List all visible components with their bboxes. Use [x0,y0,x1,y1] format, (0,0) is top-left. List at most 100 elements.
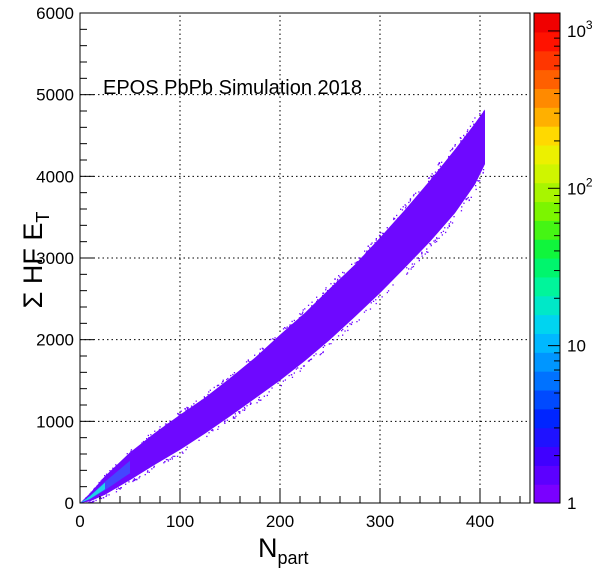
outlier-point [343,272,345,274]
colorbar-segment [534,144,560,165]
outlier-point [372,300,375,302]
outlier-point [263,395,265,397]
outlier-point [439,165,442,167]
outlier-point [378,296,380,298]
outlier-point [333,282,335,284]
outlier-point [303,365,305,367]
outlier-point [128,481,130,483]
y-tick-label: 6000 [36,4,74,23]
colorbar-segment [534,389,560,410]
outlier-point [330,283,332,285]
colorbar-segment [534,314,560,334]
outlier-point [448,225,451,227]
outlier-point [299,313,301,315]
y-tick-label: 1000 [36,412,74,431]
outlier-point [330,343,332,345]
outlier-point [147,470,149,472]
outlier-point [451,149,453,151]
outlier-point [358,257,360,259]
outlier-point [404,204,406,206]
outlier-point [475,188,477,191]
outlier-point [406,272,409,274]
outlier-point [295,368,297,370]
outlier-point [332,285,334,287]
outlier-point [276,338,278,340]
outlier-point [374,242,376,244]
outlier-point [117,487,120,489]
outlier-point [177,413,179,415]
outlier-point [179,413,181,415]
x-tick-label: 300 [366,512,394,531]
outlier-point [412,195,415,197]
outlier-point [453,216,455,218]
outlier-point [467,196,469,199]
outlier-point [433,240,435,242]
outlier-point [310,358,312,361]
outlier-point [163,462,165,464]
outlier-point [472,121,474,123]
outlier-point [355,261,358,263]
outlier-point [346,325,349,328]
outlier-point [108,494,110,496]
outlier-point [402,206,404,208]
outlier-point [482,172,484,174]
outlier-point [258,396,260,399]
outlier-point [243,409,246,411]
outlier-point [365,252,367,254]
outlier-point [370,243,372,245]
outlier-point [150,434,152,436]
colorbar-segment [534,484,560,504]
outlier-point [187,408,189,410]
outlier-point [154,430,156,432]
outlier-point [234,373,236,376]
outlier-point [477,180,480,182]
x-tick-label: 400 [466,512,494,531]
outlier-point [421,251,423,253]
outlier-point [460,140,462,142]
outlier-point [415,192,417,194]
outlier-point [254,354,256,356]
outlier-point [393,217,395,219]
outlier-point [221,382,223,384]
outlier-point [308,360,310,362]
outlier-point [328,343,330,345]
outlier-point [181,451,183,453]
outlier-point [148,437,150,439]
outlier-point [466,198,468,200]
outlier-point [217,384,219,386]
outlier-point [297,367,299,369]
outlier-point [212,429,214,431]
x-tick-label: 0 [75,512,84,531]
colorbar-segment [534,201,560,221]
outlier-point [274,337,276,339]
outlier-point [234,417,236,419]
outlier-point [320,353,322,355]
y-tick-label: 4000 [36,167,74,186]
outlier-point [426,248,428,250]
outlier-point [432,174,435,177]
outlier-point [479,180,481,182]
outlier-point [427,251,429,253]
outlier-point [421,253,423,255]
outlier-point [361,256,364,259]
outlier-point [441,234,443,236]
outlier-point [354,262,356,264]
outlier-point [208,391,210,393]
outlier-point [475,185,477,187]
outlier-point [138,477,140,479]
outlier-point [288,374,290,377]
outlier-point [233,372,236,374]
outlier-point [444,227,446,229]
outlier-point [387,290,390,292]
outlier-point [176,455,179,457]
outlier-point [118,488,120,490]
outlier-point [467,129,469,131]
outlier-point [448,223,450,225]
colorbar-segment [534,31,560,52]
outlier-point [406,273,408,275]
x-tick-label: 200 [266,512,294,531]
outlier-point [334,283,337,285]
outlier-point [451,222,454,224]
outlier-point [339,276,341,278]
outlier-point [340,277,342,279]
